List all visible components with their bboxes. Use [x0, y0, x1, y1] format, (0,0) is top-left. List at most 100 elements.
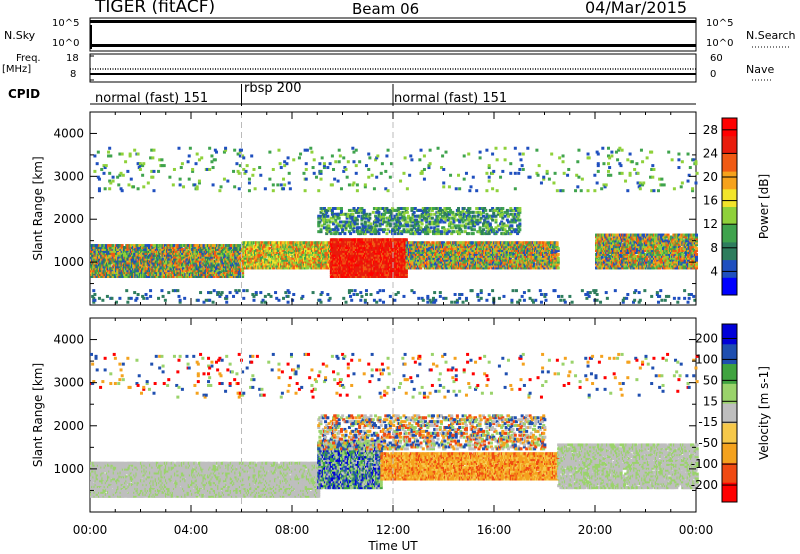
data-cell: [157, 246, 161, 250]
beam-title: Beam 06: [352, 0, 420, 18]
data-cell: [100, 249, 104, 253]
data-cell: [154, 259, 158, 263]
data-cell: [133, 246, 137, 250]
data-cell: [128, 265, 132, 269]
data-cell: [143, 265, 147, 269]
data-cell: [110, 251, 114, 255]
data-cell: [120, 246, 124, 250]
data-cell: [126, 244, 130, 248]
freq-strip-frame: [89, 53, 697, 83]
freq-tick-high: 18: [66, 53, 79, 64]
data-cell: [95, 251, 99, 255]
data-cell: [114, 253, 118, 257]
data-cell: [108, 273, 112, 277]
data-cell: [132, 257, 136, 261]
data-cell: [147, 244, 151, 248]
data-cell: [135, 261, 139, 265]
panel-data-cells: [90, 146, 699, 304]
data-cell: [136, 259, 140, 263]
data-cell: [157, 263, 161, 267]
nsky-label: N.Sky: [4, 29, 36, 42]
data-cell: [132, 247, 136, 251]
nsky-tick-high: 10^5: [52, 18, 80, 29]
data-cell: [152, 246, 156, 250]
data-cell: [91, 255, 95, 259]
data-cell: [119, 274, 123, 278]
data-cell: [119, 265, 123, 269]
data-cell: [93, 249, 97, 253]
data-cell: [159, 267, 163, 271]
data-cell: [132, 271, 136, 275]
data-cell: [147, 251, 151, 255]
data-cell: [157, 253, 161, 257]
data-cell: [116, 249, 120, 253]
data-cell: [133, 244, 137, 248]
data-cell: [109, 253, 113, 257]
data-cell: [108, 265, 112, 269]
data-cell: [125, 255, 129, 259]
data-cell: [161, 247, 165, 251]
nsearch-tick-high: 10^5: [706, 18, 734, 29]
data-cell: [112, 247, 116, 251]
data-cell: [129, 269, 133, 273]
data-cell: [117, 259, 121, 263]
data-cell: [121, 261, 125, 265]
nave-tick-high: 60: [710, 53, 723, 64]
data-cell: [135, 267, 139, 271]
data-cell: [111, 246, 115, 250]
data-cell: [150, 267, 154, 271]
data-cell: [138, 244, 142, 248]
data-cell: [152, 255, 156, 259]
data-cell: [153, 273, 157, 277]
data-cell: [139, 249, 143, 253]
data-cell: [126, 249, 130, 253]
data-cell: [155, 269, 159, 273]
data-cell: [127, 247, 131, 251]
data-cell: [164, 267, 168, 271]
data-cell: [135, 263, 139, 267]
data-cell: [154, 247, 158, 251]
data-cell: [133, 251, 137, 255]
data-cell: [103, 249, 107, 253]
data-cell: [125, 274, 129, 278]
data-cell: [120, 273, 124, 277]
data-cell: [95, 244, 99, 248]
data-cell: [108, 255, 112, 259]
nave-label: Nave: [746, 63, 775, 76]
data-cell: [135, 253, 139, 257]
freq-tick-low: 8: [70, 69, 77, 80]
data-cell: [111, 244, 115, 248]
data-cell: [94, 267, 98, 271]
cpid-segment-label-1: normal (fast) 151: [95, 91, 209, 106]
data-cell: [116, 267, 120, 271]
date-title: 04/Mar/2015: [585, 0, 688, 17]
data-cell: [132, 255, 136, 259]
nsky-bottom-trace: [90, 44, 696, 47]
data-cell: [122, 249, 126, 253]
data-cell: [160, 255, 164, 259]
data-cell: [99, 246, 103, 250]
data-cell: [128, 259, 132, 263]
data-cell: [143, 273, 147, 277]
nave-tick-low: 0: [710, 69, 717, 80]
data-cell: [147, 274, 151, 278]
nsearch-tick-low: 10^0: [706, 38, 734, 49]
data-cell: [404, 238, 408, 242]
data-cell: [95, 249, 99, 253]
data-cell: [102, 251, 106, 255]
data-cell: [128, 261, 132, 265]
nsky-start-bar: [90, 25, 92, 49]
data-cell: [103, 259, 107, 263]
data-cell: [145, 257, 149, 261]
data-cell: [136, 249, 140, 253]
data-cell: [152, 257, 156, 261]
data-cell: [130, 273, 134, 277]
radar-title: TIGER (fitACF): [95, 0, 216, 17]
data-cell: [130, 249, 134, 253]
data-cell: [128, 267, 132, 271]
data-cell: [93, 259, 97, 263]
data-cell: [154, 251, 158, 255]
data-cell: [155, 261, 159, 265]
data-cell: [159, 259, 163, 263]
